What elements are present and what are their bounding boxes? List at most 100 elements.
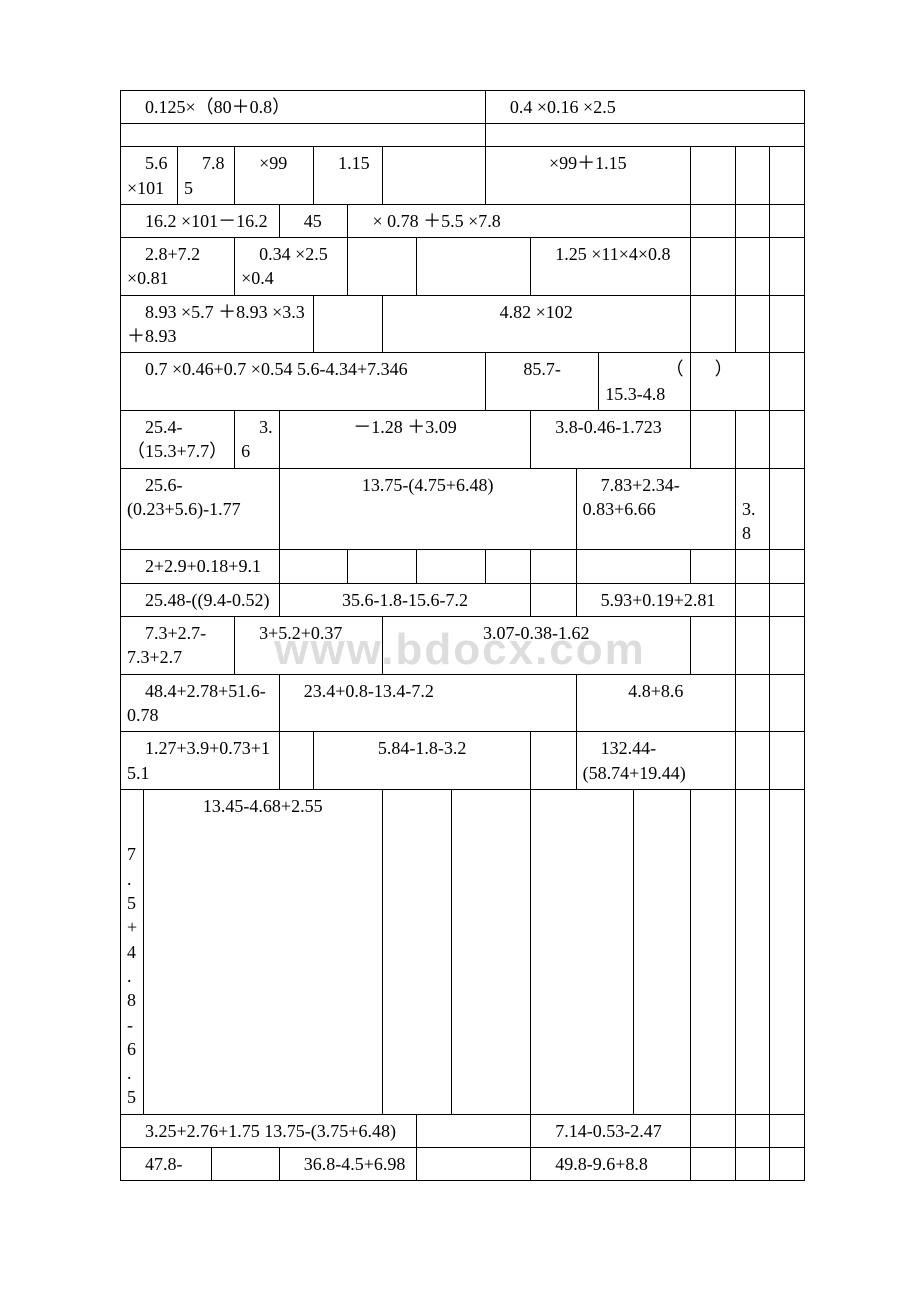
cell <box>770 732 805 790</box>
cell <box>770 295 805 353</box>
table-row: 2.8+7.2 ×0.81 0.34 ×2.5 ×0.4 1.25 ×11×4×… <box>121 238 805 296</box>
math-problems-table: 0.125×（80＋0.8） 0.4 ×0.16 ×2.5 5.6 ×101 7… <box>120 90 805 1181</box>
cell <box>690 617 735 675</box>
cell: 45 <box>279 204 348 237</box>
cell <box>736 147 770 205</box>
cell: 132.44-(58.74+19.44) <box>576 732 735 790</box>
cell <box>531 583 576 616</box>
cell: ×99 <box>235 147 314 205</box>
cell <box>736 1114 770 1147</box>
cell: 7.5+4.8-6.5 <box>121 789 144 1114</box>
cell: 48.4+2.78+51.6-0.78 <box>121 674 280 732</box>
cell <box>576 550 690 583</box>
cell <box>736 204 770 237</box>
cell <box>382 789 451 1114</box>
cell <box>770 1147 805 1180</box>
cell: （15.3-4.8 <box>599 353 690 411</box>
cell <box>417 1114 531 1147</box>
cell <box>736 238 770 296</box>
cell: 13.75-(4.75+6.48) <box>279 468 576 550</box>
cell <box>736 732 770 790</box>
cell: 1.27+3.9+0.73+15.1 <box>121 732 280 790</box>
cell: 0.4 ×0.16 ×2.5 <box>485 91 804 124</box>
table-row: 7.5+4.8-6.5 13.45-4.68+2.55 <box>121 789 805 1114</box>
cell: 3+5.2+0.37 <box>235 617 383 675</box>
cell <box>279 550 348 583</box>
cell <box>770 238 805 296</box>
cell: －1.28 ＋3.09 <box>279 410 531 468</box>
cell <box>736 789 770 1114</box>
cell <box>212 1147 279 1180</box>
cell <box>736 295 770 353</box>
cell: 1.25 ×11×4×0.8 <box>531 238 690 296</box>
cell: 0.7 ×0.46+0.7 ×0.54 5.6-4.34+7.346 <box>121 353 486 411</box>
cell: 3.6 <box>235 410 280 468</box>
table-row: 7.3+2.7-7.3+2.7 3+5.2+0.37 3.07-0.38-1.6… <box>121 617 805 675</box>
cell: 8.93 ×5.7 ＋8.93 ×3.3 ＋8.93 <box>121 295 314 353</box>
cell <box>770 353 805 411</box>
cell <box>417 238 531 296</box>
table-row: 3.25+2.76+1.75 13.75-(3.75+6.48) 7.14-0.… <box>121 1114 805 1147</box>
cell <box>531 550 576 583</box>
cell: 2.8+7.2 ×0.81 <box>121 238 235 296</box>
cell: 36.8-4.5+6.98 <box>279 1147 416 1180</box>
cell <box>736 617 770 675</box>
cell <box>485 124 804 147</box>
cell <box>348 238 417 296</box>
cell <box>736 550 770 583</box>
cell <box>451 789 531 1114</box>
cell <box>690 1114 735 1147</box>
cell <box>121 124 486 147</box>
cell <box>770 1114 805 1147</box>
cell: 85.7- <box>485 353 598 411</box>
table-row: 47.8- 36.8-4.5+6.98 49.8-9.6+8.8 <box>121 1147 805 1180</box>
cell: 5.93+0.19+2.81 <box>576 583 735 616</box>
cell <box>770 617 805 675</box>
table-row: 5.6 ×101 7.85 ×99 1.15 ×99＋1.15 <box>121 147 805 205</box>
cell: 3.25+2.76+1.75 13.75-(3.75+6.48) <box>121 1114 417 1147</box>
cell: 5.84-1.8-3.2 <box>314 732 531 790</box>
cell <box>736 583 770 616</box>
cell <box>736 410 770 468</box>
cell: 25.6-(0.23+5.6)-1.77 <box>121 468 280 550</box>
cell: ） <box>690 353 770 411</box>
cell <box>690 204 735 237</box>
cell: 1.15 <box>314 147 383 205</box>
table-row: 16.2 ×101－16.2 45 × 0.78 ＋5.5 ×7.8 <box>121 204 805 237</box>
cell: 7.3+2.7-7.3+2.7 <box>121 617 235 675</box>
cell <box>279 732 313 790</box>
cell <box>690 1147 735 1180</box>
cell <box>382 147 485 205</box>
cell: 4.82 ×102 <box>382 295 690 353</box>
cell <box>770 674 805 732</box>
cell <box>770 583 805 616</box>
cell: 3.8-0.46-1.723 <box>531 410 690 468</box>
cell <box>770 550 805 583</box>
cell <box>690 789 735 1114</box>
cell: 7.85 <box>178 147 235 205</box>
cell: 47.8- <box>121 1147 212 1180</box>
cell <box>690 238 735 296</box>
cell: 49.8-9.6+8.8 <box>531 1147 690 1180</box>
cell <box>690 410 735 468</box>
table-row: 25.4- （15.3+7.7） 3.6 －1.28 ＋3.09 3.8-0.4… <box>121 410 805 468</box>
table-row: 8.93 ×5.7 ＋8.93 ×3.3 ＋8.93 4.82 ×102 <box>121 295 805 353</box>
table-row: 25.48-((9.4-0.52) 35.6-1.8-15.6-7.2 5.93… <box>121 583 805 616</box>
cell <box>690 550 735 583</box>
cell: 3.07-0.38-1.62 <box>382 617 690 675</box>
cell: 2+2.9+0.18+9.1 <box>121 550 280 583</box>
cell <box>770 410 805 468</box>
cell: 25.48-((9.4-0.52) <box>121 583 280 616</box>
table-row: 1.27+3.9+0.73+15.1 5.84-1.8-3.2 132.44-(… <box>121 732 805 790</box>
table-row: 25.6-(0.23+5.6)-1.77 13.75-(4.75+6.48) 7… <box>121 468 805 550</box>
cell <box>690 295 735 353</box>
cell: 16.2 ×101－16.2 <box>121 204 280 237</box>
cell <box>633 789 690 1114</box>
cell <box>690 147 735 205</box>
cell: 4.8+8.6 <box>576 674 735 732</box>
cell: 35.6-1.8-15.6-7.2 <box>279 583 531 616</box>
table-row: 48.4+2.78+51.6-0.78 23.4+0.8-13.4-7.2 4.… <box>121 674 805 732</box>
cell: 0.34 ×2.5 ×0.4 <box>235 238 348 296</box>
cell <box>348 550 417 583</box>
cell <box>417 1147 531 1180</box>
